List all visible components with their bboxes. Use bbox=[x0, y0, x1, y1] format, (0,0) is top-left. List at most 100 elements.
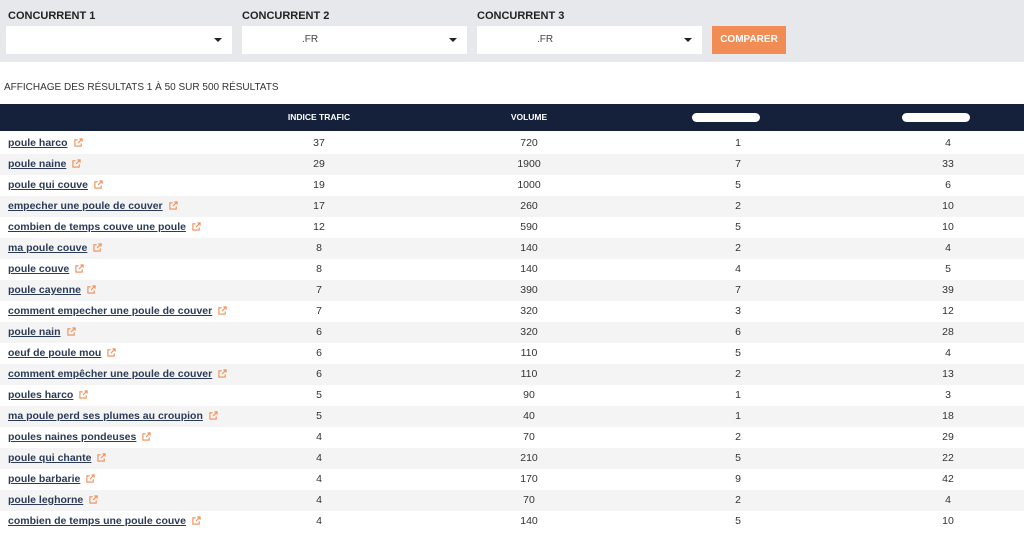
cell-value: 4 bbox=[316, 515, 322, 527]
dropdown-value: .FR bbox=[537, 34, 554, 45]
table-row: poule qui chante 4 210 5 22 bbox=[0, 448, 1024, 469]
cell-value: 7 bbox=[316, 305, 322, 317]
cell-value: 10 bbox=[942, 515, 954, 527]
keyword-link[interactable]: poule nain bbox=[8, 322, 76, 343]
cell-value: 17 bbox=[313, 200, 325, 212]
cell-value: 1 bbox=[735, 137, 741, 149]
cell-value: 7 bbox=[735, 284, 741, 296]
table-header: INDICE TRAFIC VOLUME COM S.FR bbox=[0, 104, 1024, 131]
keyword-link[interactable]: poule qui chante bbox=[8, 448, 107, 469]
column-header: INDICE TRAFIC bbox=[287, 112, 351, 122]
keyword: poule barbarie bbox=[8, 473, 81, 485]
keyword-link[interactable]: poule harco bbox=[8, 133, 83, 154]
external-link-icon bbox=[72, 159, 81, 168]
external-link-icon bbox=[87, 285, 96, 294]
dropdown[interactable] bbox=[6, 26, 232, 54]
keyword-link[interactable]: oeuf de poule mou bbox=[8, 343, 116, 364]
keyword-link[interactable]: poule barbarie bbox=[8, 469, 95, 490]
cell-value: 5 bbox=[735, 347, 741, 359]
dropdown[interactable]: .FR bbox=[242, 26, 467, 54]
cell-value: 1 bbox=[735, 389, 741, 401]
external-link-icon bbox=[107, 348, 116, 357]
keyword-link[interactable]: poule cayenne bbox=[8, 280, 96, 301]
cell-value: 5 bbox=[735, 179, 741, 191]
filter-bar: CONCURRENT 1 CONCURRENT 2 .FR CONCURRENT 3.… bbox=[0, 0, 1024, 62]
keyword-link[interactable]: poule naine bbox=[8, 154, 81, 175]
table-row: oeuf de poule mou 6 110 5 4 bbox=[0, 343, 1024, 364]
cell-value: 40 bbox=[523, 410, 535, 422]
table-row: combien de temps une poule couve 4 140 5 10 bbox=[0, 511, 1024, 532]
cell-value: 19 bbox=[313, 179, 325, 191]
external-link-icon bbox=[75, 264, 84, 273]
cell-value: 5 bbox=[945, 263, 951, 275]
keyword-link[interactable]: poules naines pondeuses bbox=[8, 427, 152, 448]
cell-value: 42 bbox=[942, 473, 954, 485]
keyword-link[interactable]: ma poule perd ses plumes au croupion bbox=[8, 406, 218, 427]
cell-value: 110 bbox=[520, 347, 538, 359]
cell-value: 22 bbox=[942, 452, 954, 464]
cell-value: 12 bbox=[942, 305, 954, 317]
cell-value: 33 bbox=[942, 158, 954, 170]
cell-value: 260 bbox=[520, 200, 538, 212]
keyword-link[interactable]: empecher une poule de couver bbox=[8, 196, 178, 217]
cell-value: 1900 bbox=[517, 158, 541, 170]
cell-value: 70 bbox=[523, 494, 535, 506]
cell-value: 5 bbox=[735, 515, 741, 527]
cell-value: 140 bbox=[520, 263, 538, 275]
cell-value: 4 bbox=[316, 452, 322, 464]
table-row: poules harco 5 90 1 3 bbox=[0, 385, 1024, 406]
keyword: poule qui couve bbox=[8, 179, 88, 191]
cell-value: 10 bbox=[942, 221, 954, 233]
table-row: poule couve 8 140 4 5 bbox=[0, 259, 1024, 280]
cell-value: 4 bbox=[945, 494, 951, 506]
external-link-icon bbox=[192, 516, 201, 525]
keyword-link[interactable]: combien de temps couve une poule bbox=[8, 217, 201, 238]
redaction bbox=[692, 113, 760, 122]
cell-value: 1000 bbox=[517, 179, 541, 191]
cell-value: 4 bbox=[945, 137, 951, 149]
cell-value: 4 bbox=[316, 494, 322, 506]
table-row: empecher une poule de couver 17 260 2 10 bbox=[0, 196, 1024, 217]
table-row: poule qui couve 19 1000 5 6 bbox=[0, 175, 1024, 196]
keyword-link[interactable]: comment empêcher une poule de couver bbox=[8, 364, 227, 385]
cell-value: 1 bbox=[735, 410, 741, 422]
keyword-link[interactable]: comment empecher une poule de couver bbox=[8, 301, 227, 322]
keyword: poule qui chante bbox=[8, 452, 92, 464]
cell-value: 4 bbox=[945, 347, 951, 359]
keyword: poule cayenne bbox=[8, 284, 81, 296]
table-row: poule nain 6 320 6 28 bbox=[0, 322, 1024, 343]
table-row: poule leghorne 4 70 2 4 bbox=[0, 490, 1024, 511]
keyword: poule harco bbox=[8, 137, 68, 149]
column-header: COM bbox=[728, 112, 748, 122]
filter-label: CONCURRENT 3 bbox=[477, 10, 565, 22]
compare-button[interactable]: COMPARER bbox=[712, 26, 786, 54]
table-row: poule barbarie 4 170 9 42 bbox=[0, 469, 1024, 490]
keyword-link[interactable]: ma poule couve bbox=[8, 238, 102, 259]
keyword: comment empêcher une poule de couver bbox=[8, 368, 213, 380]
keyword-link[interactable]: poule couve bbox=[8, 259, 84, 280]
cell-value: 6 bbox=[316, 368, 322, 380]
keyword-link[interactable]: poule qui couve bbox=[8, 175, 103, 196]
keyword: poule nain bbox=[8, 326, 61, 338]
cell-value: 8 bbox=[316, 263, 322, 275]
cell-value: 5 bbox=[316, 410, 322, 422]
cell-value: 6 bbox=[945, 179, 951, 191]
keyword-link[interactable]: combien de temps une poule couve bbox=[8, 511, 201, 532]
cell-value: 140 bbox=[520, 515, 538, 527]
cell-value: 18 bbox=[942, 410, 954, 422]
cell-value: 590 bbox=[520, 221, 538, 233]
cell-value: 110 bbox=[520, 368, 538, 380]
dropdown[interactable]: .FR bbox=[477, 26, 702, 54]
cell-value: 2 bbox=[735, 368, 741, 380]
cell-value: 5 bbox=[735, 221, 741, 233]
external-link-icon bbox=[93, 243, 102, 252]
cell-value: 29 bbox=[942, 431, 954, 443]
cell-value: 29 bbox=[313, 158, 325, 170]
cell-value: 39 bbox=[942, 284, 954, 296]
keyword-link[interactable]: poule leghorne bbox=[8, 490, 98, 511]
column-header: S.FR bbox=[938, 112, 958, 122]
redaction bbox=[902, 113, 970, 122]
keyword: poules naines pondeuses bbox=[8, 431, 137, 443]
keyword: oeuf de poule mou bbox=[8, 347, 102, 359]
keyword-link[interactable]: poules harco bbox=[8, 385, 88, 406]
